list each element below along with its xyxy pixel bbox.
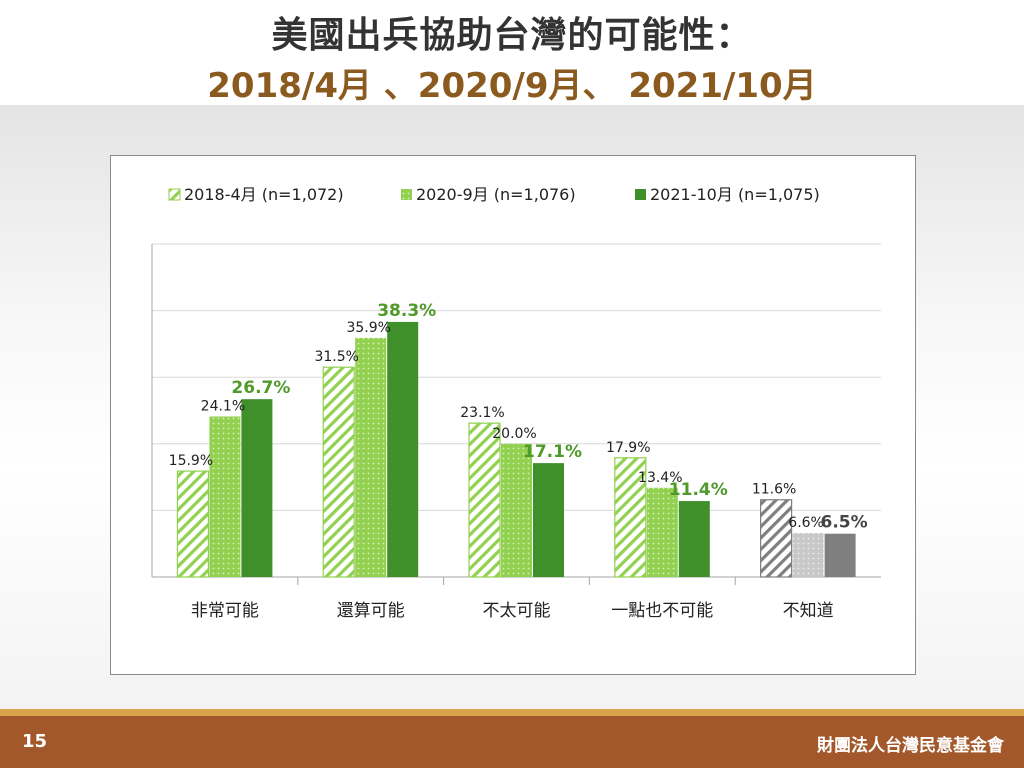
bar: [792, 533, 824, 577]
category-label: 不太可能: [483, 601, 551, 621]
bar: [468, 422, 501, 578]
footer-bar: [0, 716, 1024, 768]
bar-data-label: 35.9%: [346, 320, 390, 336]
bar: [322, 366, 355, 578]
bar: [176, 470, 210, 578]
slide-subtitle: 2018/4月 、2020/9月、 2021/10月: [207, 66, 817, 106]
bar-data-label: 17.1%: [523, 442, 582, 462]
category-label: 還算可能: [337, 601, 405, 621]
page-number: 15: [22, 731, 48, 752]
bars: [176, 321, 856, 578]
bar-chart: 15.9% 24.1%26.7% 31.5% 35.9%38.3% 23.1% 20.0%…: [151, 185, 881, 621]
legend-swatch: [401, 189, 412, 200]
bar-data-label: 31.5%: [314, 349, 358, 365]
bar-data-label: 38.3%: [377, 301, 436, 321]
bar: [678, 501, 710, 577]
bar-data-label: 20.0%: [492, 426, 536, 442]
category-labels: 非常可能 還算可能 不太可能 一點也不可能 不知道: [191, 601, 834, 621]
bar-data-label: 26.7%: [231, 378, 290, 398]
bar: [646, 487, 678, 577]
legend-label: 2020-9月 (n=1,076): [416, 185, 576, 204]
bar: [759, 499, 793, 578]
bar: [241, 399, 273, 577]
footer-accent-line: [0, 709, 1024, 716]
bar-data-label: 17.9%: [606, 440, 650, 456]
bar: [387, 321, 419, 577]
legend: 2018-4月 (n=1,072) 2020-9月 (n=1,076) 2021-1…: [168, 185, 820, 204]
legend-swatch: [635, 189, 646, 200]
organization-name: 財團法人台灣民意基金會: [817, 736, 1004, 756]
bar-data-label: 11.4%: [669, 480, 728, 500]
bar-data-label: 6.5%: [821, 513, 868, 533]
legend-label: 2021-10月 (n=1,075): [650, 185, 820, 204]
data-labels: 15.9% 24.1%26.7% 31.5% 35.9%38.3% 23.1% 20.0%…: [169, 301, 868, 533]
bar: [209, 416, 241, 577]
bar-data-label: 13.4%: [638, 470, 682, 486]
bar-data-label: 6.6%: [788, 515, 824, 531]
bar: [355, 337, 387, 577]
bar-data-label: 24.1%: [201, 398, 245, 414]
bar: [824, 533, 856, 577]
bar: [501, 443, 532, 577]
category-label: 不知道: [783, 601, 834, 621]
legend-swatch: [168, 188, 181, 201]
slide-title: 美國出兵協助台灣的可能性：: [271, 15, 753, 56]
category-label: 一點也不可能: [611, 601, 713, 621]
chart-container: 15.9% 24.1% 26.7% 31.5% 35.9% 38.3% 23.1% 20.0%…: [110, 155, 916, 675]
bar-data-label: 23.1%: [460, 405, 504, 421]
bar: [614, 457, 647, 578]
bar-data-label: 15.9%: [169, 453, 213, 469]
legend-label: 2018-4月 (n=1,072): [184, 185, 344, 204]
bar: [533, 463, 564, 577]
category-label: 非常可能: [191, 601, 259, 621]
bar-data-label: 11.6%: [752, 482, 796, 498]
